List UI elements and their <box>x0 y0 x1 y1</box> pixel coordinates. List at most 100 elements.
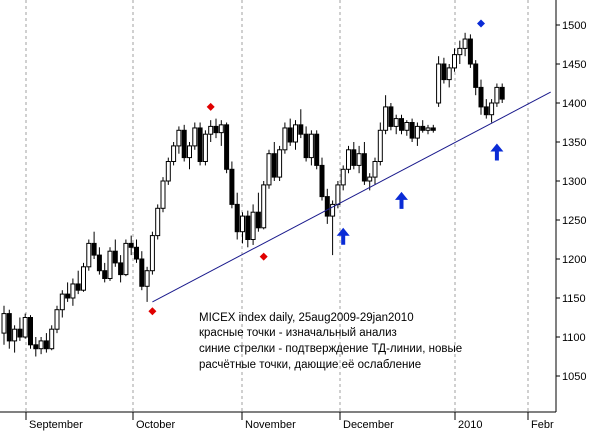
candle-body-up <box>308 133 314 159</box>
candle-body-down <box>234 203 240 233</box>
candle-body-down <box>128 242 134 248</box>
candle <box>197 122 203 166</box>
candle-body-down <box>399 118 404 131</box>
annotation-line-4: расчётные точки, дающие её ослабление <box>199 359 421 371</box>
candle-body-up <box>176 129 182 147</box>
candle-body-up <box>377 129 383 163</box>
candle-body-down <box>351 149 357 166</box>
candle-body-down <box>314 133 320 166</box>
candle <box>96 247 102 275</box>
y-tick-label-2: 1150 <box>562 293 586 305</box>
x-tick-label-2: November <box>245 419 296 431</box>
candle <box>404 120 410 136</box>
candle <box>229 161 235 209</box>
candle-body-up <box>446 67 452 81</box>
candle-body-up <box>383 106 389 131</box>
candle <box>91 231 97 259</box>
candle <box>388 103 394 131</box>
candle <box>1 305 7 345</box>
candle <box>102 262 108 283</box>
candle-body-up <box>160 180 166 209</box>
annotation-block: MICEX index daily, 25aug2009-29jan2010 к… <box>199 312 462 371</box>
y-tick-label-5: 1300 <box>562 176 586 188</box>
candle <box>38 337 44 355</box>
candle <box>224 122 230 174</box>
candle <box>43 333 49 353</box>
candle <box>499 83 505 103</box>
candle-body-down <box>298 124 304 135</box>
candle <box>86 239 92 271</box>
candle-body-down <box>420 125 426 131</box>
candle <box>282 122 288 154</box>
candle-body-up <box>165 161 171 182</box>
candle-body-up <box>12 328 18 342</box>
candle <box>155 204 161 240</box>
y-tick-label-0: 1050 <box>562 371 586 383</box>
candle <box>139 251 145 291</box>
candle-body-up <box>240 215 245 233</box>
candle <box>81 262 86 292</box>
candle <box>473 60 479 96</box>
candle <box>149 231 155 275</box>
blue-arrow-0 <box>336 227 350 245</box>
candle-body-down <box>139 258 145 287</box>
candle-body-down <box>6 313 12 342</box>
candle <box>107 247 113 281</box>
candle-body-up <box>462 38 468 49</box>
candle-body-up <box>393 118 399 127</box>
blue-diamond-marker <box>477 19 485 28</box>
candle-body-down <box>181 129 187 159</box>
candle-body-down <box>319 164 325 198</box>
candle <box>430 124 436 133</box>
candle-body-up <box>192 127 198 147</box>
candle <box>308 130 314 166</box>
candle-body-down <box>499 86 505 100</box>
x-tick-label-4: 2010 <box>458 419 482 431</box>
candle <box>202 130 208 166</box>
candle-body-up <box>81 266 86 291</box>
candle-body-down <box>65 293 71 299</box>
candle-body-down <box>303 133 309 159</box>
candle-body-up <box>261 184 267 229</box>
candle-body-up <box>457 47 463 56</box>
candle-body-up <box>340 168 346 186</box>
candle-body-up <box>346 149 351 170</box>
candle <box>171 142 177 166</box>
annotation-line-1: MICEX index daily, 25aug2009-29jan2010 <box>199 312 414 324</box>
blue-arrow-2 <box>490 143 504 161</box>
candle <box>356 145 362 174</box>
candle <box>414 122 420 146</box>
candle <box>351 142 357 170</box>
candle-body-down <box>229 168 235 205</box>
x-axis-ticks: September October November December 2010 Febr <box>25 412 554 431</box>
candle <box>266 149 272 189</box>
candle-body-down <box>43 340 49 350</box>
candle <box>28 315 33 349</box>
candle-body-up <box>70 283 76 299</box>
candle-body-up <box>494 86 500 104</box>
candle <box>240 212 245 244</box>
candle <box>54 305 60 334</box>
candle <box>65 282 71 302</box>
candle <box>271 142 277 181</box>
candle <box>17 317 23 341</box>
candle-body-down <box>478 86 484 108</box>
trendline <box>152 91 551 303</box>
candle-body-down <box>112 250 118 264</box>
candle-body-up <box>425 127 431 131</box>
candle <box>70 278 76 306</box>
candle <box>261 181 267 230</box>
candle-body-down <box>409 122 415 139</box>
trendline-path <box>152 91 551 303</box>
candle-body-up <box>372 161 378 178</box>
candle <box>340 165 346 191</box>
candle <box>165 157 171 185</box>
candle-body-down <box>91 242 97 256</box>
candle-body-up <box>218 124 224 134</box>
candle <box>293 120 298 150</box>
candle-body-down <box>17 328 23 338</box>
candle <box>208 120 214 142</box>
y-tick-label-8: 1450 <box>562 59 586 71</box>
candle-body-down <box>483 106 489 116</box>
